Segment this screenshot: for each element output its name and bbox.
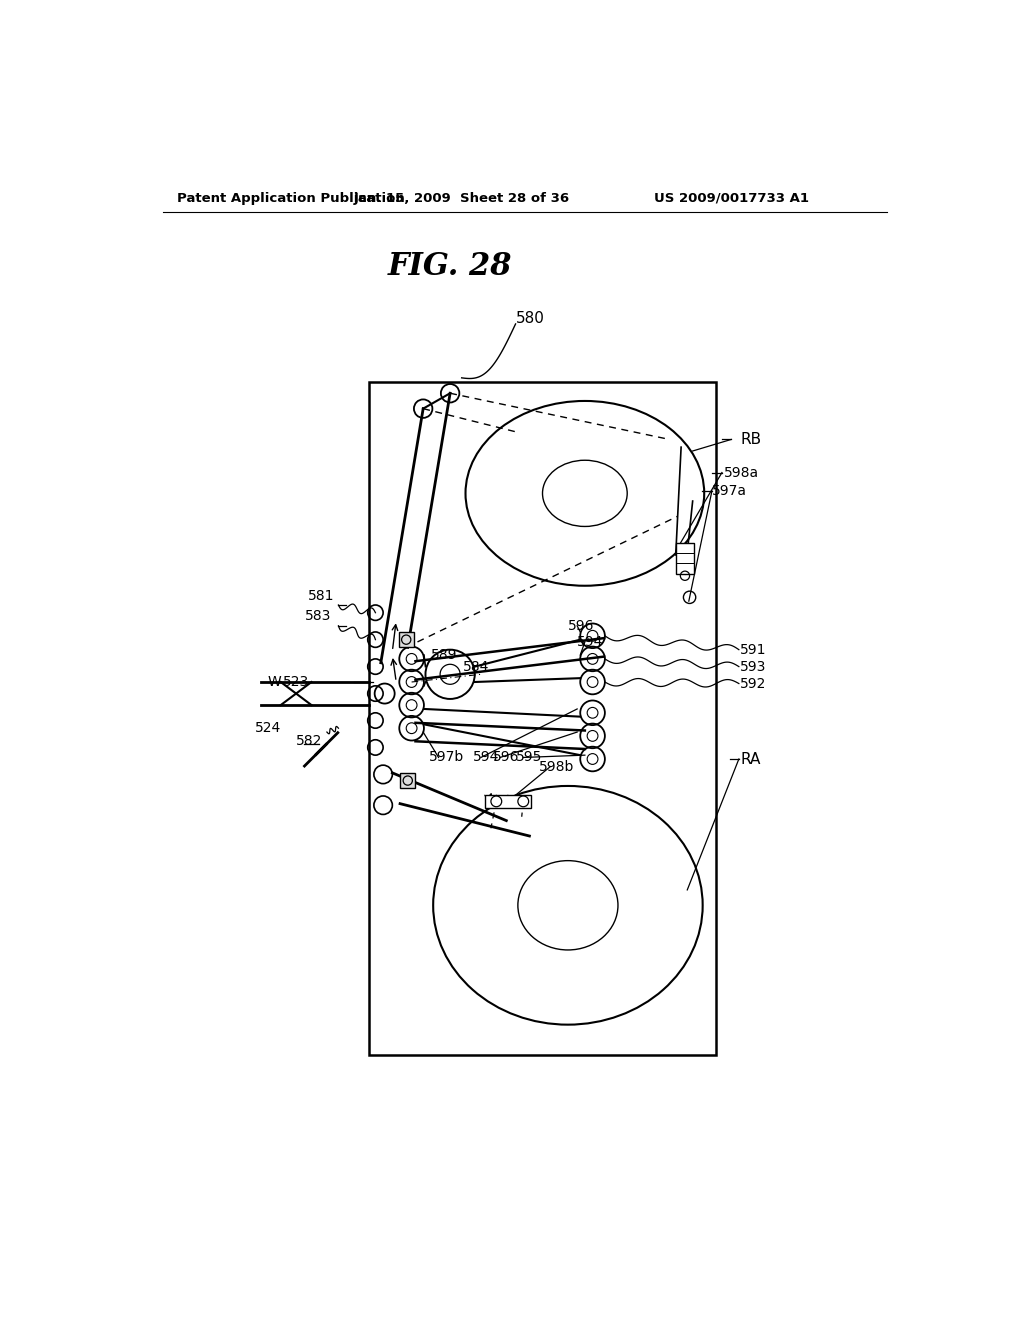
Text: 582: 582	[296, 734, 323, 748]
Text: 594: 594	[473, 751, 500, 764]
Text: 598a: 598a	[724, 466, 759, 479]
Text: 591: 591	[740, 643, 767, 656]
Text: 589: 589	[431, 648, 458, 663]
Text: 581: 581	[307, 589, 334, 603]
Bar	[398, 632, 414, 647]
Text: 597b: 597b	[429, 751, 465, 764]
Text: RB: RB	[740, 432, 762, 447]
Text: FIG. 28: FIG. 28	[388, 251, 512, 281]
Text: RA: RA	[740, 751, 761, 767]
Text: 584: 584	[463, 660, 489, 673]
Text: W: W	[267, 675, 282, 689]
Text: Patent Application Publication: Patent Application Publication	[177, 191, 404, 205]
Bar	[370, 381, 716, 1056]
Text: 593: 593	[740, 660, 767, 673]
Text: 594: 594	[578, 635, 603, 649]
Text: 524: 524	[254, 721, 281, 735]
Text: Jan. 15, 2009  Sheet 28 of 36: Jan. 15, 2009 Sheet 28 of 36	[353, 191, 569, 205]
Text: 592: 592	[740, 677, 767, 690]
Text: 583: 583	[304, 609, 331, 623]
Bar	[400, 774, 416, 788]
Text: 598b: 598b	[539, 760, 574, 774]
Text: US 2009/0017733 A1: US 2009/0017733 A1	[654, 191, 809, 205]
FancyBboxPatch shape	[676, 544, 694, 574]
Text: 523: 523	[283, 675, 309, 689]
FancyBboxPatch shape	[484, 795, 531, 808]
Text: 596: 596	[568, 619, 594, 632]
Text: 580: 580	[515, 312, 545, 326]
Text: 597a: 597a	[712, 484, 746, 498]
Text: 595: 595	[515, 751, 542, 764]
Text: 596: 596	[493, 751, 519, 764]
